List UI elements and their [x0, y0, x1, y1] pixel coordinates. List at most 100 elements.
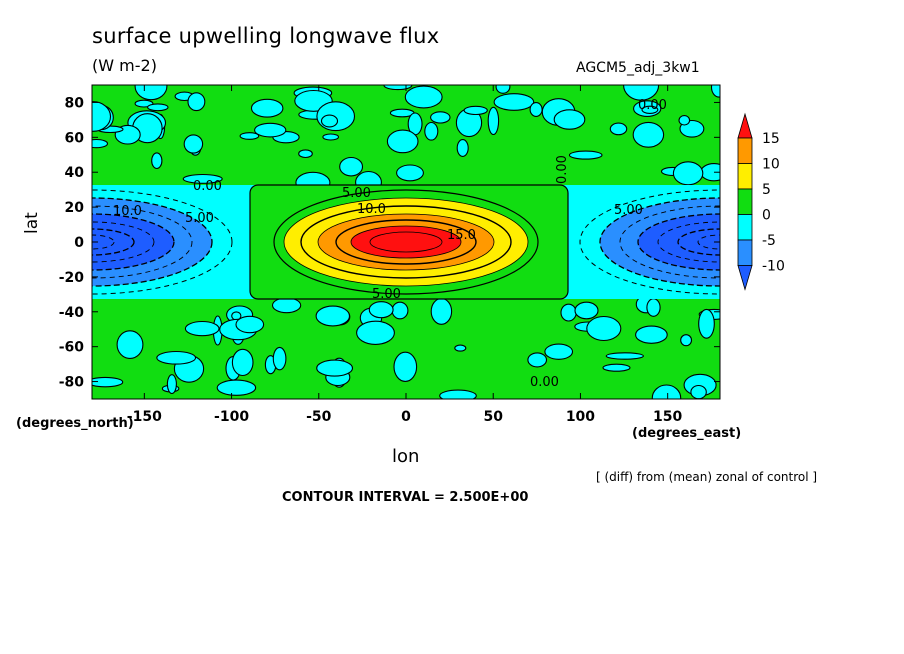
- colorbar-cap-bottom: [737, 265, 753, 291]
- noise-patch: [254, 122, 287, 138]
- noise-patch: [386, 129, 419, 154]
- colorbar-segment: [737, 188, 753, 215]
- chart-units: (W m-2): [92, 56, 157, 75]
- noise-patch: [271, 297, 302, 314]
- colorbar-label: 5: [762, 182, 771, 198]
- colorbar-segment: [737, 239, 753, 266]
- plot-field: [92, 85, 720, 399]
- diff-note: [ (diff) from (mean) zonal of control ]: [596, 470, 818, 484]
- x-tick-label: -50: [306, 409, 332, 425]
- contour-label: 0.00: [555, 155, 570, 184]
- noise-patch: [568, 150, 603, 160]
- y-tick-label: 60: [65, 130, 85, 146]
- noise-patch: [298, 149, 313, 159]
- colorbar-label: 10: [762, 157, 780, 173]
- chart-title: surface upwelling longwave flux: [92, 24, 440, 48]
- noise-patch: [393, 351, 418, 382]
- colorbar-segment: [737, 163, 753, 190]
- y-tick-label: 40: [65, 165, 85, 181]
- noise-patch: [184, 320, 220, 337]
- noise-patch: [690, 384, 707, 399]
- x-axis: -150 -100 -50 0 50 100 150: [127, 85, 683, 425]
- x-tick-label: 150: [653, 409, 682, 425]
- noise-patch: [456, 139, 469, 157]
- noise-patch: [320, 114, 339, 128]
- noise-patch: [710, 85, 720, 98]
- x-tick-label: 100: [566, 409, 595, 425]
- noise-patch: [553, 109, 586, 130]
- noise-patch: [641, 105, 659, 114]
- noise-patch: [493, 93, 535, 111]
- noise-patch: [586, 315, 622, 342]
- y-tick-label: -20: [59, 270, 85, 286]
- noise-patch: [698, 308, 715, 339]
- noise-patch: [527, 352, 548, 368]
- noise-patches: [92, 85, 720, 399]
- noise-patch: [560, 303, 577, 322]
- contour-label: 10.0: [357, 202, 386, 217]
- colorbar-label: -5: [762, 233, 776, 249]
- noise-patch: [651, 384, 682, 399]
- noise-patch: [316, 359, 354, 377]
- noise-patch: [166, 374, 177, 395]
- noise-patch: [635, 325, 668, 344]
- noise-patch: [454, 344, 467, 352]
- y-axis-label: lat: [22, 212, 42, 234]
- noise-patch: [463, 105, 488, 116]
- noise-patch: [487, 106, 500, 136]
- noise-patch: [574, 301, 599, 320]
- noise-patch: [605, 352, 644, 360]
- contour-label: 5.00: [185, 211, 214, 226]
- noise-patch: [396, 164, 424, 182]
- colorbar: 15 10 5 0 -5 -10: [737, 112, 785, 291]
- cold-anomaly-east: [579, 189, 720, 295]
- x-axis-label: lon: [392, 446, 420, 467]
- y-tick-label: 0: [74, 235, 84, 251]
- warm-contour: [369, 231, 443, 253]
- noise-patch: [182, 173, 223, 184]
- noise-patch: [235, 315, 265, 334]
- noise-patch: [368, 301, 394, 319]
- x-axis-units: (degrees_east): [632, 426, 742, 441]
- contour-label: 10.0: [113, 204, 142, 219]
- noise-patch: [147, 103, 169, 112]
- contour-interval: CONTOUR INTERVAL = 2.500E+00: [282, 490, 529, 505]
- contour-label: 0.00: [638, 98, 667, 113]
- noise-patch: [424, 121, 439, 141]
- x-tick-label: 0: [401, 409, 411, 425]
- cold-anomaly-west: [92, 189, 233, 295]
- noise-patch: [316, 101, 356, 132]
- noise-patch: [134, 85, 168, 101]
- noise-patch: [92, 376, 124, 388]
- noise-patch: [239, 132, 260, 140]
- noise-patch: [391, 301, 409, 320]
- noise-patch: [430, 111, 451, 124]
- run-label: AGCM5_adj_3kw1: [576, 60, 700, 76]
- x-tick-label: -150: [127, 409, 162, 425]
- y-tick-label: 80: [65, 95, 85, 111]
- x-tick-label: -100: [214, 409, 249, 425]
- y-axis-units: (degrees_north): [16, 416, 134, 431]
- noise-patch: [529, 102, 543, 117]
- noise-patch: [92, 101, 112, 132]
- contour-label: 15.0: [447, 228, 476, 243]
- noise-patch: [439, 389, 477, 399]
- noise-patch: [680, 334, 693, 347]
- noise-patch: [322, 133, 340, 141]
- noise-patch: [544, 343, 574, 360]
- noise-patch: [339, 156, 364, 177]
- noise-patch: [183, 134, 204, 154]
- noise-patch: [609, 122, 628, 136]
- noise-patch: [116, 330, 144, 359]
- noise-patch: [404, 85, 443, 109]
- contour-label: 5.00: [614, 203, 643, 218]
- y-tick-label: 20: [65, 200, 85, 216]
- noise-patch: [632, 121, 665, 148]
- y-tick-label: -80: [59, 375, 85, 391]
- colorbar-label: -10: [762, 259, 785, 275]
- noise-patch: [272, 346, 287, 371]
- noise-patch: [672, 161, 704, 186]
- noise-patch: [92, 138, 109, 149]
- noise-patch: [315, 305, 351, 327]
- contour-label: 5.00: [342, 186, 371, 201]
